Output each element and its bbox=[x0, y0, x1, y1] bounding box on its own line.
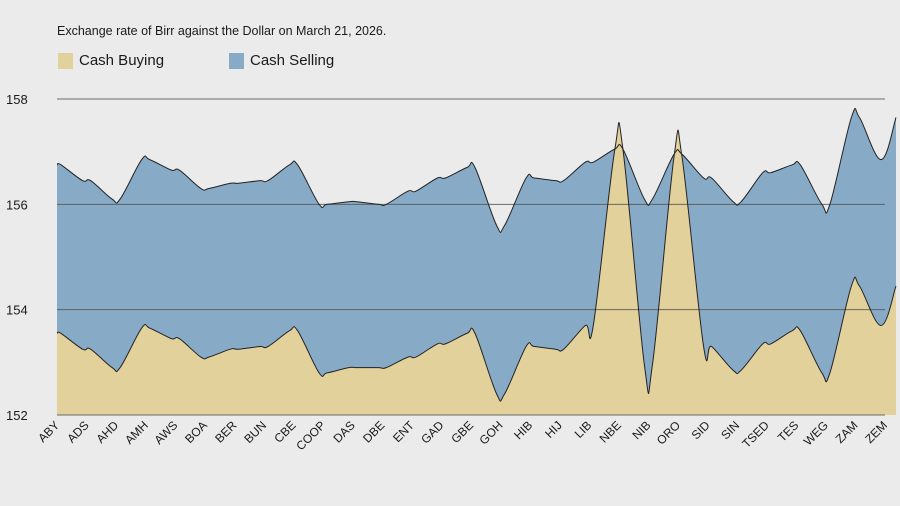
legend-item-cash-buying: Cash Buying bbox=[58, 52, 164, 69]
legend-label-cash-buying: Cash Buying bbox=[79, 52, 165, 69]
x-tick-label: NBE bbox=[597, 418, 624, 445]
x-tick-label: GBE bbox=[448, 418, 476, 446]
x-tick-label: ABY bbox=[35, 418, 62, 445]
x-tick-label: SID bbox=[689, 418, 713, 442]
x-tick-label: ADS bbox=[64, 418, 91, 445]
x-tick-label: AWS bbox=[151, 418, 180, 447]
x-tick-label: LIB bbox=[572, 418, 595, 441]
x-tick-label: TSED bbox=[739, 418, 772, 451]
legend-swatch-cash-buying bbox=[58, 52, 73, 69]
y-tick-label: 154 bbox=[6, 303, 28, 318]
legend-label-cash-selling: Cash Selling bbox=[250, 52, 335, 69]
x-tick-label: ZEM bbox=[862, 418, 890, 446]
x-tick-label: ENT bbox=[390, 418, 417, 445]
x-tick-label: GOH bbox=[476, 418, 505, 447]
x-tick-label: BUN bbox=[241, 418, 269, 446]
x-tick-label: ORO bbox=[654, 418, 683, 447]
x-tick-label: HIB bbox=[511, 418, 535, 442]
legend-item-cash-selling: Cash Selling bbox=[229, 52, 334, 69]
x-tick-label: BOA bbox=[182, 418, 210, 446]
x-tick-label: TES bbox=[775, 418, 801, 444]
x-tick-label: BER bbox=[212, 418, 240, 446]
y-tick-label: 152 bbox=[6, 408, 28, 423]
x-tick-label: GAD bbox=[418, 418, 447, 447]
x-tick-label: WEG bbox=[801, 418, 831, 448]
series-line-cash-selling bbox=[56, 108, 897, 233]
y-tick-label: 156 bbox=[6, 197, 28, 212]
series-line-cash-buying bbox=[56, 122, 897, 402]
chart-title: Exchange rate of Birr against the Dollar… bbox=[57, 24, 387, 38]
x-tick-label: DAS bbox=[330, 418, 357, 445]
x-tick-label: AHD bbox=[93, 418, 121, 446]
y-tick-label: 158 bbox=[6, 92, 28, 107]
x-tick-label: COOP bbox=[293, 418, 328, 453]
x-tick-label: ZAM bbox=[833, 418, 861, 446]
x-tick-label: HIJ bbox=[542, 418, 565, 441]
x-tick-label: SIN bbox=[718, 418, 742, 442]
legend-swatch-cash-selling bbox=[229, 52, 244, 69]
x-tick-label: NIB bbox=[629, 418, 653, 442]
x-tick-label: AMH bbox=[122, 418, 151, 447]
x-tick-label: DBE bbox=[360, 418, 387, 445]
